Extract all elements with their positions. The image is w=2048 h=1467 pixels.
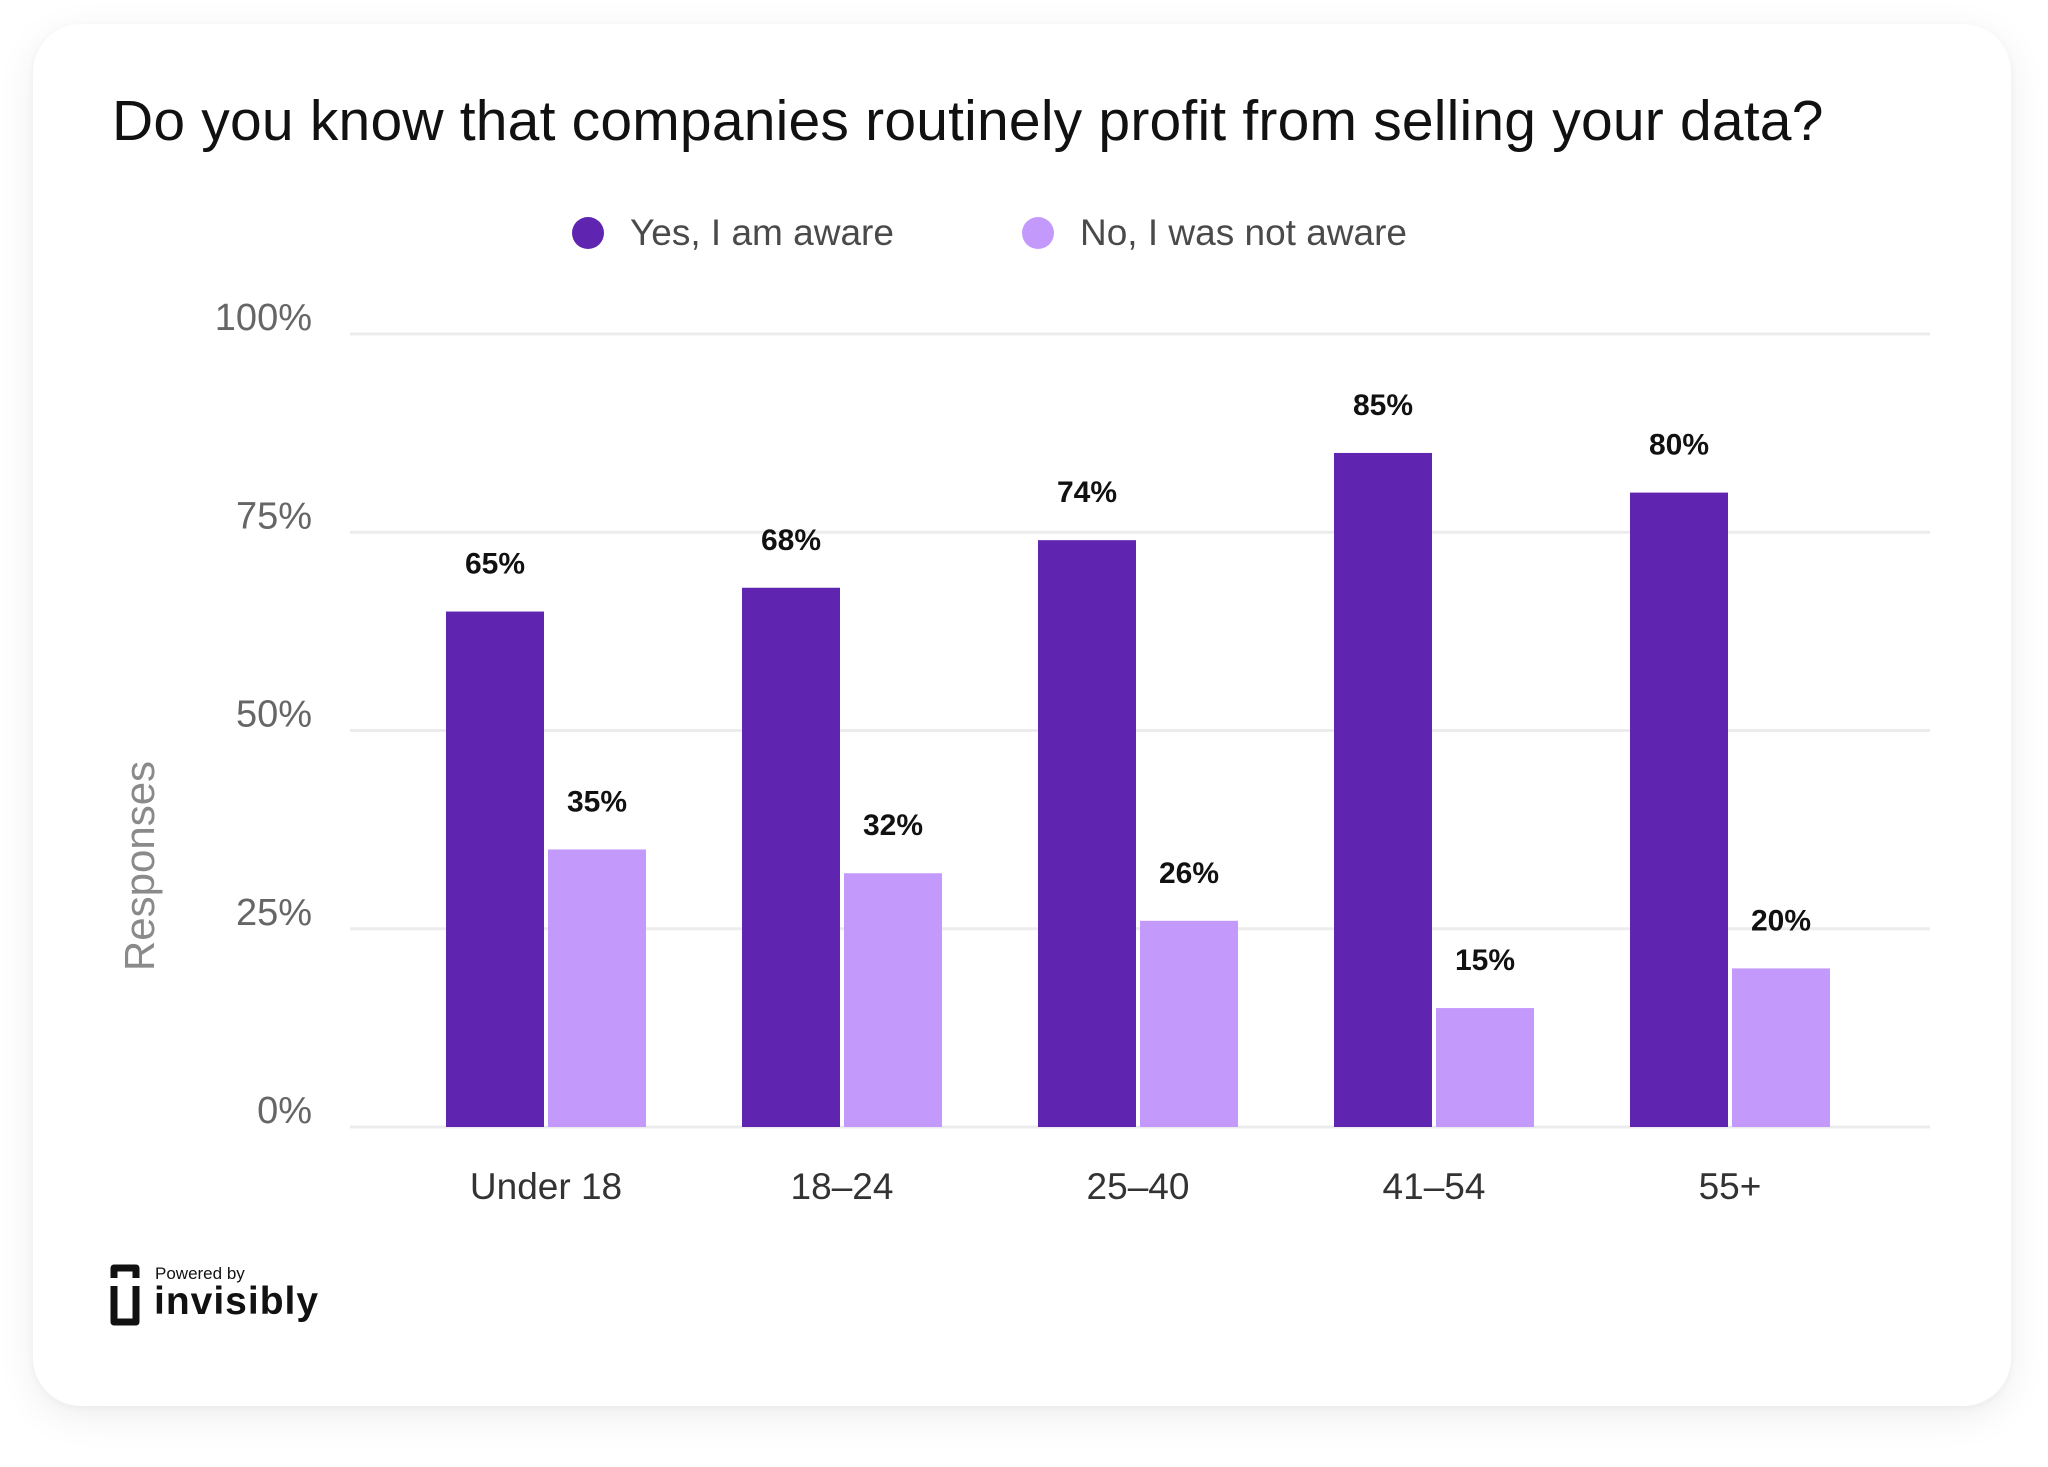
bar <box>1038 540 1136 1127</box>
legend-item-no: No, I was not aware <box>1022 212 1407 254</box>
data-label: 35% <box>567 785 627 818</box>
x-tick-label: 18–24 <box>791 1166 894 1207</box>
y-tick-label: 0% <box>257 1090 312 1132</box>
bar <box>844 873 942 1127</box>
data-label: 15% <box>1455 944 1515 977</box>
invisibly-logo-icon <box>110 1264 140 1326</box>
data-label: 80% <box>1649 429 1709 462</box>
powered-by-text: Powered by <box>155 1264 245 1283</box>
bar <box>446 611 544 1127</box>
bar <box>1140 920 1238 1127</box>
brand-name: invisibly <box>154 1280 320 1323</box>
bar <box>1436 1008 1534 1127</box>
y-tick-label: 50% <box>236 694 312 736</box>
bar <box>548 849 646 1127</box>
y-tick-label: 75% <box>236 495 312 537</box>
legend-swatch-no <box>1022 217 1054 249</box>
legend-swatch-yes <box>572 217 604 249</box>
data-label: 74% <box>1057 476 1117 509</box>
data-label: 68% <box>761 524 821 557</box>
x-tick-label: 41–54 <box>1383 1166 1486 1207</box>
bar <box>1732 968 1830 1127</box>
y-tick-label: 25% <box>236 892 312 934</box>
bar <box>742 587 840 1127</box>
data-label: 20% <box>1751 904 1811 937</box>
bar <box>1630 492 1728 1128</box>
brand-logo: Powered by invisibly <box>110 1264 350 1328</box>
legend-item-yes: Yes, I am aware <box>572 212 894 254</box>
data-label: 85% <box>1353 389 1413 422</box>
legend-label-yes: Yes, I am aware <box>630 212 894 253</box>
data-label: 26% <box>1159 857 1219 890</box>
x-tick-label: 25–40 <box>1087 1166 1190 1207</box>
x-tick-label: 55+ <box>1699 1166 1762 1207</box>
x-tick-label: Under 18 <box>470 1166 622 1207</box>
legend-label-no: No, I was not aware <box>1080 212 1407 253</box>
bar <box>1334 452 1432 1127</box>
data-label: 65% <box>465 548 525 581</box>
data-label: 32% <box>863 809 923 842</box>
chart-title: Do you know that companies routinely pro… <box>112 89 1824 153</box>
y-tick-label: 100% <box>215 297 312 339</box>
